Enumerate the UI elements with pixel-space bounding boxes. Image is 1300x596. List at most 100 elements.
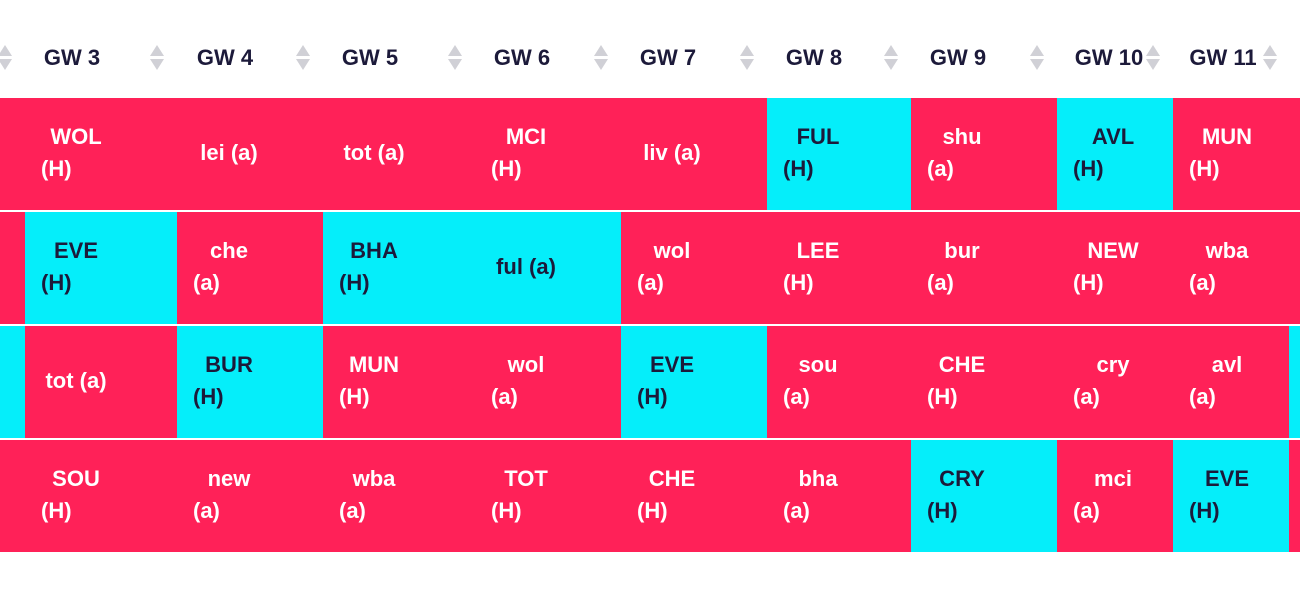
fixture-cell[interactable]: shu (a) [911, 98, 1057, 210]
gameweek-header-11[interactable]: GW 11 [1189, 45, 1257, 70]
gameweek-header-10[interactable]: GW 10 [1074, 45, 1144, 70]
fixture-cell[interactable]: bur (a) [911, 212, 1057, 324]
venue-label: (a) [927, 156, 954, 181]
fixture-cell[interactable]: ful (a) [475, 212, 621, 324]
fixture-cell[interactable]: EVE (H) [25, 212, 177, 324]
fixture-cell[interactable]: CRY (H) [911, 440, 1057, 552]
fixture-cell[interactable]: NEW (H) [1057, 212, 1173, 324]
fixture-cell[interactable]: TOT (H) [475, 440, 621, 552]
fixture-cell[interactable]: MUN (H) [323, 326, 475, 438]
fixture-cell[interactable]: FUL (H) [767, 98, 911, 210]
fixture-cell[interactable]: wol (a) [475, 326, 621, 438]
sort-up-icon [740, 45, 754, 56]
sort-down-icon [884, 59, 898, 70]
sort-arrows-icon[interactable] [740, 43, 754, 73]
fixture-cell[interactable]: wol (a) [621, 212, 767, 324]
fixture-cell[interactable]: wba (a) [323, 440, 475, 552]
opponent-label: avl [1211, 352, 1243, 377]
opponent-label: che [210, 238, 248, 263]
sort-arrows-icon[interactable] [1146, 43, 1160, 73]
opponent-label: TOT [504, 466, 548, 491]
opponent-label: SOU [52, 466, 100, 491]
venue-label: (H) [637, 384, 668, 409]
sort-arrows-icon[interactable] [150, 43, 164, 73]
fixture-cell-edge [0, 212, 25, 324]
opponent-label: wol [653, 238, 691, 263]
sort-up-icon [884, 45, 898, 56]
fixture-cell[interactable]: MCI (H) [475, 98, 621, 210]
fixture-cell[interactable]: LEE (H) [767, 212, 911, 324]
venue-label: (H) [783, 270, 814, 295]
fixture-cell[interactable]: BHA (H) [323, 212, 475, 324]
fixture-cell[interactable]: EVE (H) [1173, 440, 1289, 552]
sort-up-icon [0, 45, 12, 56]
sort-up-icon [150, 45, 164, 56]
venue-label: (H) [927, 384, 958, 409]
sort-up-icon [296, 45, 310, 56]
fixture-cell[interactable]: MUN (H) [1173, 98, 1289, 210]
fixture-cell[interactable]: cry (a) [1057, 326, 1173, 438]
fixture-cell[interactable]: che (a) [177, 212, 323, 324]
fixture-cell[interactable]: SOU (H) [25, 440, 177, 552]
gameweek-header-4[interactable]: GW 4 [196, 45, 254, 70]
gameweek-header-9[interactable]: GW 9 [929, 45, 987, 70]
team-fixture-row: EVE (H) che (a) BHA (H) ful (a) wol (a) LEE (H) bur… [0, 212, 1300, 324]
opponent-label: EVE [1204, 466, 1250, 491]
opponent-label: EVE [53, 238, 99, 263]
gameweek-header-6[interactable]: GW 6 [493, 45, 551, 70]
sort-arrows-icon[interactable] [448, 43, 462, 73]
fixture-cell-edge [1289, 440, 1300, 552]
sort-down-icon [1146, 59, 1160, 70]
sort-arrows-icon[interactable] [594, 43, 608, 73]
fixture-cell-edge [1289, 98, 1300, 210]
opponent-label: wol [507, 352, 545, 377]
fixture-cell-edge [1289, 326, 1300, 438]
opponent-label: BHA [350, 238, 398, 263]
sort-up-icon [1146, 45, 1160, 56]
venue-label: (H) [41, 156, 72, 181]
opponent-label: NEW [1087, 238, 1139, 263]
fixture-cell[interactable]: bha (a) [767, 440, 911, 552]
opponent-label: mci [1094, 466, 1132, 491]
fixture-cell[interactable]: liv (a) [621, 98, 767, 210]
fixture-cell[interactable]: tot (a) [323, 98, 475, 210]
opponent-label: WOL [50, 124, 102, 149]
venue-label: (a) [783, 498, 810, 523]
venue-label: (a) [193, 498, 220, 523]
gameweek-header-8[interactable]: GW 8 [785, 45, 843, 70]
fixture-cell[interactable]: new (a) [177, 440, 323, 552]
fixture-cell[interactable]: mci (a) [1057, 440, 1173, 552]
sort-arrows-icon[interactable] [884, 43, 898, 73]
sort-arrows-icon[interactable] [296, 43, 310, 73]
fixture-cell-edge [0, 98, 25, 210]
team-fixture-row: tot (a) BUR (H) MUN (H) wol (a) EVE (H) sou (a) CHE… [0, 326, 1300, 438]
fixture-cell-edge [0, 440, 25, 552]
fixture-cell-edge [1289, 212, 1300, 324]
venue-label: (H) [41, 270, 72, 295]
opponent-label: AVL [1091, 124, 1135, 149]
sort-down-icon [1030, 59, 1044, 70]
sort-arrows-icon[interactable] [1030, 43, 1044, 73]
sort-arrows-icon[interactable] [0, 43, 12, 73]
sort-arrows-icon[interactable] [1263, 43, 1277, 73]
fixture-cell[interactable]: tot (a) [25, 326, 177, 438]
venue-label: (a) [783, 384, 810, 409]
fixture-cell[interactable]: CHE (H) [621, 440, 767, 552]
fixture-cell[interactable]: AVL (H) [1057, 98, 1173, 210]
fixture-cell[interactable]: BUR (H) [177, 326, 323, 438]
opponent-label: liv (a) [643, 140, 701, 165]
fixture-cell[interactable]: WOL (H) [25, 98, 177, 210]
opponent-label: bha [798, 466, 838, 491]
opponent-label: shu [942, 124, 982, 149]
gameweek-header-3[interactable]: GW 3 [43, 45, 101, 70]
gameweek-header-7[interactable]: GW 7 [639, 45, 697, 70]
sort-down-icon [448, 59, 462, 70]
fixture-cell[interactable]: lei (a) [177, 98, 323, 210]
fixture-cell[interactable]: EVE (H) [621, 326, 767, 438]
fixture-cell[interactable]: CHE (H) [911, 326, 1057, 438]
fixture-cell[interactable]: avl (a) [1173, 326, 1289, 438]
fixture-cell[interactable]: wba (a) [1173, 212, 1289, 324]
fixture-cell[interactable]: sou (a) [767, 326, 911, 438]
gameweek-header-5[interactable]: GW 5 [341, 45, 399, 70]
